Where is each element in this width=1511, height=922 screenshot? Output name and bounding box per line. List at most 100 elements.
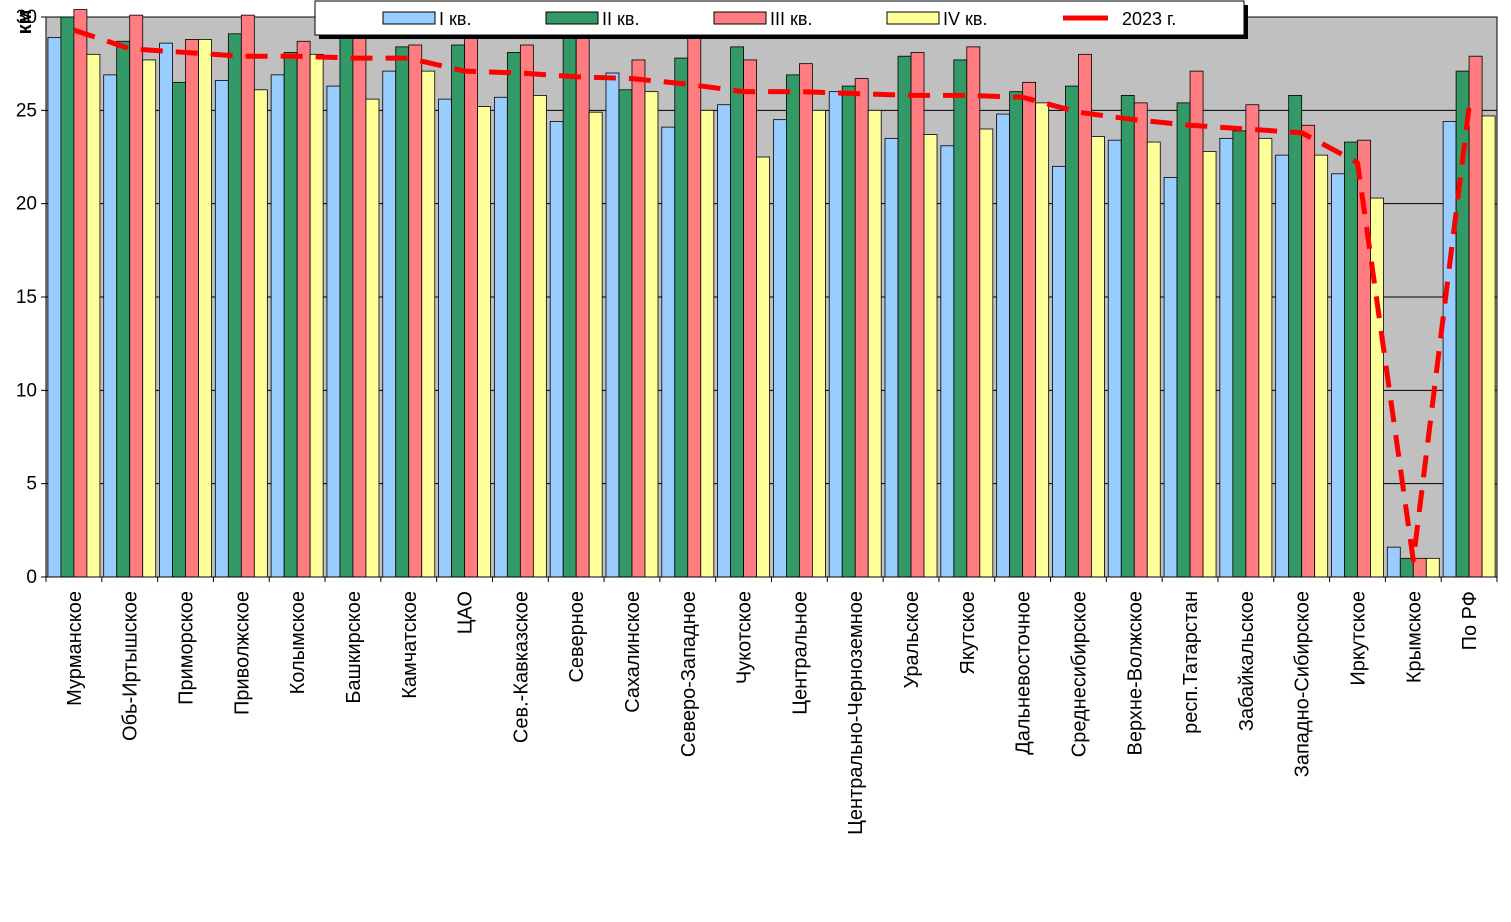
x-category-label: Сев.-Кавказское (510, 591, 532, 743)
bar-series-1 (884, 137, 899, 578)
bar-series-4 (812, 109, 826, 578)
legend-swatch-series-1 (382, 11, 436, 25)
bar-series-4 (1370, 197, 1384, 578)
bar-series-2 (1176, 102, 1191, 578)
bar-series-1 (549, 121, 564, 578)
bar-series-4 (1035, 102, 1050, 578)
bar-series-2 (227, 33, 242, 578)
x-category-label: Мурманское (64, 591, 86, 706)
bar-series-2 (786, 74, 800, 578)
bar-series-3 (73, 9, 88, 578)
bar-series-1 (1107, 139, 1122, 578)
bar-series-1 (773, 119, 787, 578)
x-category-label: Северо-Западное (678, 591, 700, 757)
bar-series-1 (1052, 165, 1066, 578)
bar-series-3 (1245, 104, 1260, 578)
bar-series-4 (867, 109, 882, 578)
bar-series-1 (828, 91, 843, 578)
x-category-label: Западно-Сибирское (1292, 591, 1314, 777)
bar-series-2 (506, 52, 521, 578)
x-category-label: По РФ (1459, 591, 1481, 650)
x-category-label: Уральское (901, 591, 923, 688)
bar-series-1 (1275, 154, 1290, 578)
bar-series-3 (519, 44, 534, 578)
bar-series-1 (103, 74, 118, 578)
bar-series-4 (1202, 150, 1217, 578)
bar-series-4 (198, 39, 212, 578)
bar-series-1 (326, 85, 341, 578)
bar-series-1 (1331, 173, 1345, 578)
bar-series-2 (172, 81, 186, 578)
x-category-label: Иркутское (1347, 591, 1369, 686)
bar-series-3 (1022, 81, 1037, 578)
x-category-label: Приволжское (231, 591, 253, 715)
legend-label-line-2023: 2023 г. (1122, 9, 1176, 29)
bar-series-1 (214, 80, 229, 578)
bar-series-4 (700, 109, 715, 578)
bar-series-1 (47, 37, 62, 578)
bar-series-1 (438, 98, 452, 578)
x-category-label: Обь-Иртышское (120, 591, 142, 741)
bar-series-3 (185, 39, 199, 578)
x-category-label: Сахалинское (622, 591, 644, 713)
legend-swatch-series-2 (545, 11, 599, 25)
y-tick-label: 5 (26, 474, 37, 495)
bar-series-1 (1442, 121, 1457, 578)
legend-label-series-4: IV кв. (943, 9, 987, 29)
bar-series-2 (1288, 95, 1303, 578)
bar-series-2 (283, 52, 298, 578)
bar-series-2 (953, 59, 968, 578)
bar-series-2 (730, 46, 744, 578)
legend-label-series-2: II кв. (602, 9, 639, 29)
bar-series-4 (1425, 557, 1440, 578)
bar-series-4 (979, 128, 994, 578)
bar-series-1 (661, 126, 676, 578)
bar-series-2 (897, 55, 912, 578)
x-axis-categories: Мурманское Обь-Иртышское Приморское Приволж… (45, 577, 1498, 835)
legend-swatch-series-4 (886, 11, 940, 25)
bar-series-2 (1065, 85, 1079, 578)
bar-series-4 (923, 134, 938, 578)
bar-series-4 (309, 53, 324, 578)
bar-series-4 (421, 70, 436, 578)
y-tick-label: 20 (16, 194, 37, 215)
bar-series-1 (605, 72, 620, 578)
bar-series-4 (588, 111, 603, 578)
x-category-label: Центрально-Черноземное (845, 591, 867, 835)
x-category-label: респ.Татарстан (1180, 591, 1202, 734)
bar-series-2 (841, 85, 856, 578)
bar-series-4 (1258, 137, 1273, 578)
bar-series-2 (1344, 141, 1358, 578)
bar-series-4 (1146, 141, 1161, 578)
bar-series-2 (1009, 91, 1024, 578)
legend-label-series-3: III кв. (770, 9, 812, 29)
legend-label-series-1: I кв. (439, 9, 471, 29)
bar-series-4 (756, 156, 770, 578)
y-tick-label: 0 (26, 567, 37, 588)
x-category-label: Башкирское (343, 591, 365, 704)
bar-series-3 (631, 59, 646, 578)
x-category-label: Дальневосточное (1013, 591, 1035, 755)
bar-series-3 (408, 44, 423, 578)
bar-series-1 (493, 96, 508, 578)
bar-series-1 (1386, 546, 1401, 578)
bar-series-4 (365, 98, 380, 578)
bar-series-2 (1120, 95, 1135, 578)
bar-series-2 (116, 40, 131, 578)
bar-series-2 (395, 46, 410, 578)
bar-series-4 (86, 53, 101, 578)
bar-series-2 (618, 89, 633, 578)
bar-series-3 (575, 31, 590, 578)
bar-series-3 (1468, 55, 1483, 578)
bar-series-4 (477, 106, 491, 578)
bar-series-3 (910, 52, 925, 578)
x-category-label: Забайкальское (1236, 591, 1258, 731)
bar-series-1 (940, 145, 955, 578)
bar-series-2 (451, 44, 465, 578)
x-category-label: Чукотское (734, 591, 756, 684)
x-category-label: Крымское (1403, 591, 1425, 683)
bar-series-3 (1133, 102, 1148, 578)
plot-area (45, 9, 1498, 578)
bar-series-4 (253, 89, 268, 578)
bar-series-1 (382, 70, 397, 578)
